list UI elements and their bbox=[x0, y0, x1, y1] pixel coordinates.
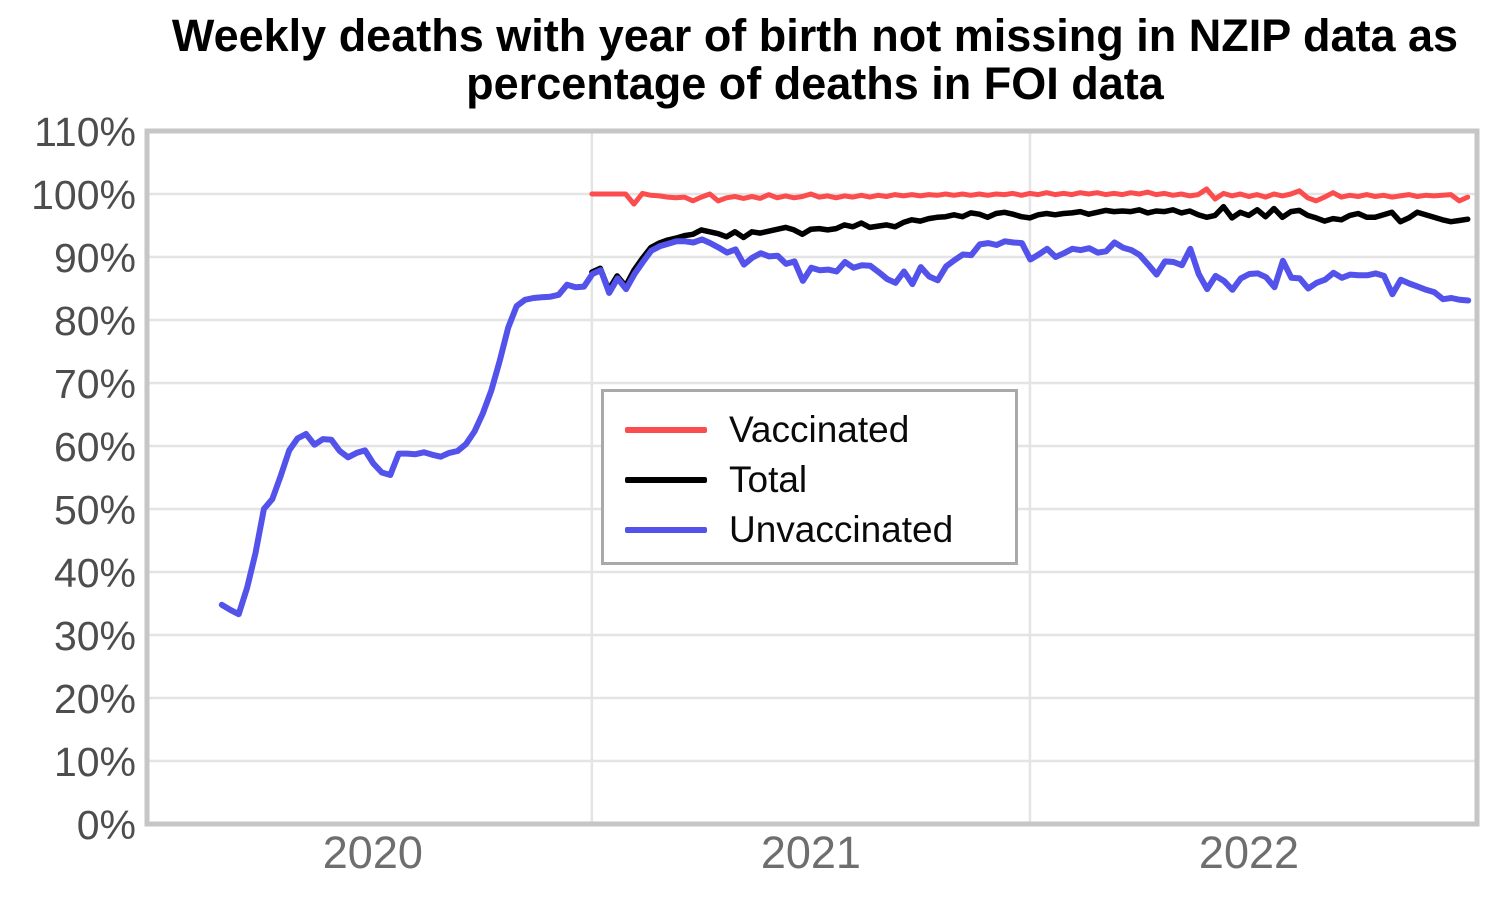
legend-item-unvaccinated: Unvaccinated bbox=[625, 505, 1015, 555]
y-axis-tick-label: 10% bbox=[54, 739, 136, 785]
series-line-total bbox=[589, 203, 1471, 293]
chart-title: Weekly deaths with year of birth not mis… bbox=[171, 10, 1459, 110]
vaccinated-line-swatch bbox=[625, 427, 707, 433]
y-axis-tick-label: 80% bbox=[54, 298, 136, 344]
x-axis-tick-label: 2021 bbox=[761, 827, 861, 878]
y-axis-tick-label: 0% bbox=[77, 802, 136, 848]
series-line-unvaccinated bbox=[218, 236, 1472, 618]
series-line-vaccinated bbox=[589, 186, 1471, 207]
y-axis-tick-label: 50% bbox=[54, 487, 136, 533]
y-axis-tick-label: 20% bbox=[54, 676, 136, 722]
legend-label-total: Total bbox=[729, 459, 808, 500]
y-axis-tick-label: 90% bbox=[54, 235, 136, 281]
y-axis-tick-label: 40% bbox=[54, 550, 136, 596]
total-line-swatch bbox=[625, 477, 707, 483]
y-axis-tick-label: 100% bbox=[31, 172, 136, 218]
legend-item-total: Total bbox=[625, 455, 1015, 505]
unvaccinated-line-swatch bbox=[625, 527, 707, 533]
legend-item-vaccinated: Vaccinated bbox=[625, 405, 1015, 455]
x-axis-tick-label: 2020 bbox=[323, 827, 423, 878]
plot-border bbox=[144, 128, 1480, 827]
legend-label-vaccinated: Vaccinated bbox=[729, 409, 910, 450]
y-axis-tick-label: 110% bbox=[34, 109, 136, 155]
y-axis-tick-label: 70% bbox=[54, 361, 136, 407]
legend-label-unvaccinated: Unvaccinated bbox=[729, 509, 954, 550]
x-axis-tick-label: 2022 bbox=[1199, 827, 1299, 878]
y-axis-tick-label: 60% bbox=[54, 424, 136, 470]
legend-box: Vaccinated Total Unvaccinated bbox=[601, 389, 1018, 565]
y-axis-tick-label: 30% bbox=[54, 613, 136, 659]
